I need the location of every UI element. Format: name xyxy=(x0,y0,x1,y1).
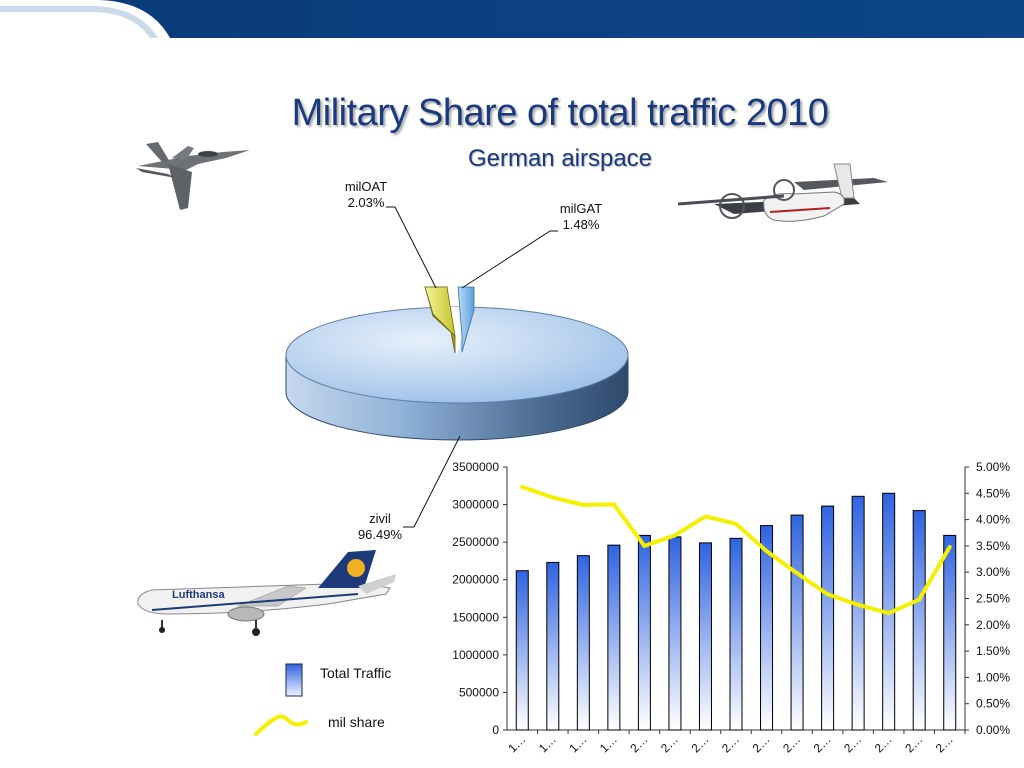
airliner-icon: Lufthansa xyxy=(137,550,396,636)
x-tick-label: 2… xyxy=(627,732,650,755)
y-left-tick-label: 1500000 xyxy=(452,610,499,624)
x-tick-label: 1… xyxy=(505,732,528,755)
y-right-tick-label: 1.50% xyxy=(976,644,1010,658)
point-mil-share xyxy=(734,521,738,526)
y-right-tick-label: 2.50% xyxy=(976,592,1010,606)
legend-label-total-traffic: Total Traffic xyxy=(320,665,392,681)
pie-label-zivil: zivil 96.49% xyxy=(350,511,410,543)
y-right-tick-label: 2.00% xyxy=(976,618,1010,632)
x-tick-label: 2… xyxy=(902,732,925,755)
pie-label-milOAT-name: milOAT xyxy=(344,179,388,194)
x-tick-label: 2… xyxy=(933,732,956,755)
x-tick-label: 2… xyxy=(688,732,711,755)
point-mil-share xyxy=(825,592,830,597)
y-right-tick-label: 0.50% xyxy=(976,697,1010,711)
y-right-tick-label: 3.50% xyxy=(976,539,1010,553)
legend-swatch-mil-share xyxy=(254,714,308,736)
point-mil-share xyxy=(947,544,952,549)
bar-total-traffic xyxy=(576,555,590,731)
x-tick-label: 2… xyxy=(872,732,895,755)
bar-total-traffic xyxy=(515,570,529,731)
point-mil-share xyxy=(520,484,525,489)
point-mil-share xyxy=(917,597,922,602)
bar-total-traffic xyxy=(729,537,743,731)
airliner-livery-text: Lufthansa xyxy=(172,589,225,601)
x-tick-label: 2… xyxy=(780,732,803,755)
x-tick-label: 2… xyxy=(658,732,681,755)
y-right-tick-label: 4.50% xyxy=(976,486,1010,500)
chart-subtitle: German airspace xyxy=(467,145,653,172)
y-left-tick-label: 0 xyxy=(492,723,499,737)
y-right-tick-label: 0.00% xyxy=(976,723,1010,737)
chart-title: Military Share of total traffic 2010 xyxy=(291,92,829,134)
y-left-tick-label: 500000 xyxy=(459,685,499,699)
pie-label-zivil-name: zivil xyxy=(369,511,391,526)
point-mil-share xyxy=(611,502,616,507)
point-mil-share xyxy=(581,502,586,507)
bar-total-traffic xyxy=(912,510,926,731)
point-mil-share xyxy=(795,571,800,576)
header-band xyxy=(0,0,1024,38)
y-left-tick-label: 2000000 xyxy=(452,573,499,587)
y-right-tick-label: 5.00% xyxy=(976,460,1010,474)
pie-label-milGAT-value: 1.48% xyxy=(562,217,600,232)
bar-total-traffic xyxy=(698,542,712,731)
pie-label-milOAT: milOAT 2.03% xyxy=(336,179,396,211)
pie-label-milOAT-value: 2.03% xyxy=(347,195,385,210)
x-tick-label: 2… xyxy=(811,732,834,755)
legend-swatch-total-traffic xyxy=(285,663,303,697)
y-left-tick-label: 2500000 xyxy=(452,535,499,549)
y-right-tick-label: 1.00% xyxy=(976,670,1010,684)
point-mil-share xyxy=(764,549,769,554)
x-tick-label: 1… xyxy=(566,732,589,755)
bar-total-traffic xyxy=(821,505,835,731)
transport-plane-icon xyxy=(677,163,888,222)
bar-total-traffic xyxy=(943,534,957,731)
bar-total-traffic xyxy=(607,544,621,731)
legend-label-mil-share: mil share xyxy=(328,714,385,730)
pie-label-milGAT: milGAT 1.48% xyxy=(551,201,611,233)
bar-total-traffic xyxy=(546,561,560,731)
x-tick-label: 2… xyxy=(719,732,742,755)
y-right-tick-label: 4.00% xyxy=(976,513,1010,527)
point-mil-share xyxy=(886,611,891,616)
y-left-tick-label: 3000000 xyxy=(452,498,499,512)
bar-total-traffic xyxy=(668,536,682,731)
y-left-tick-label: 1000000 xyxy=(452,648,499,662)
fighter-jet-icon xyxy=(136,142,250,210)
bar-total-traffic xyxy=(790,514,804,731)
pie-label-milGAT-name: milGAT xyxy=(559,201,603,216)
x-tick-label: 2… xyxy=(750,732,773,755)
point-mil-share xyxy=(550,495,555,500)
bar-total-traffic xyxy=(637,534,651,731)
pie-label-zivil-value: 96.49% xyxy=(357,527,403,542)
point-mil-share xyxy=(703,514,708,519)
bar-total-traffic xyxy=(851,495,865,731)
y-left-tick-label: 3500000 xyxy=(452,460,499,474)
point-mil-share xyxy=(856,602,861,607)
point-mil-share xyxy=(642,543,647,548)
point-mil-share xyxy=(672,533,677,538)
x-tick-label: 1… xyxy=(536,732,559,755)
y-right-tick-label: 3.00% xyxy=(976,565,1010,579)
x-tick-label: 1… xyxy=(597,732,620,755)
x-tick-label: 2… xyxy=(841,732,864,755)
bar-total-traffic xyxy=(760,525,774,731)
